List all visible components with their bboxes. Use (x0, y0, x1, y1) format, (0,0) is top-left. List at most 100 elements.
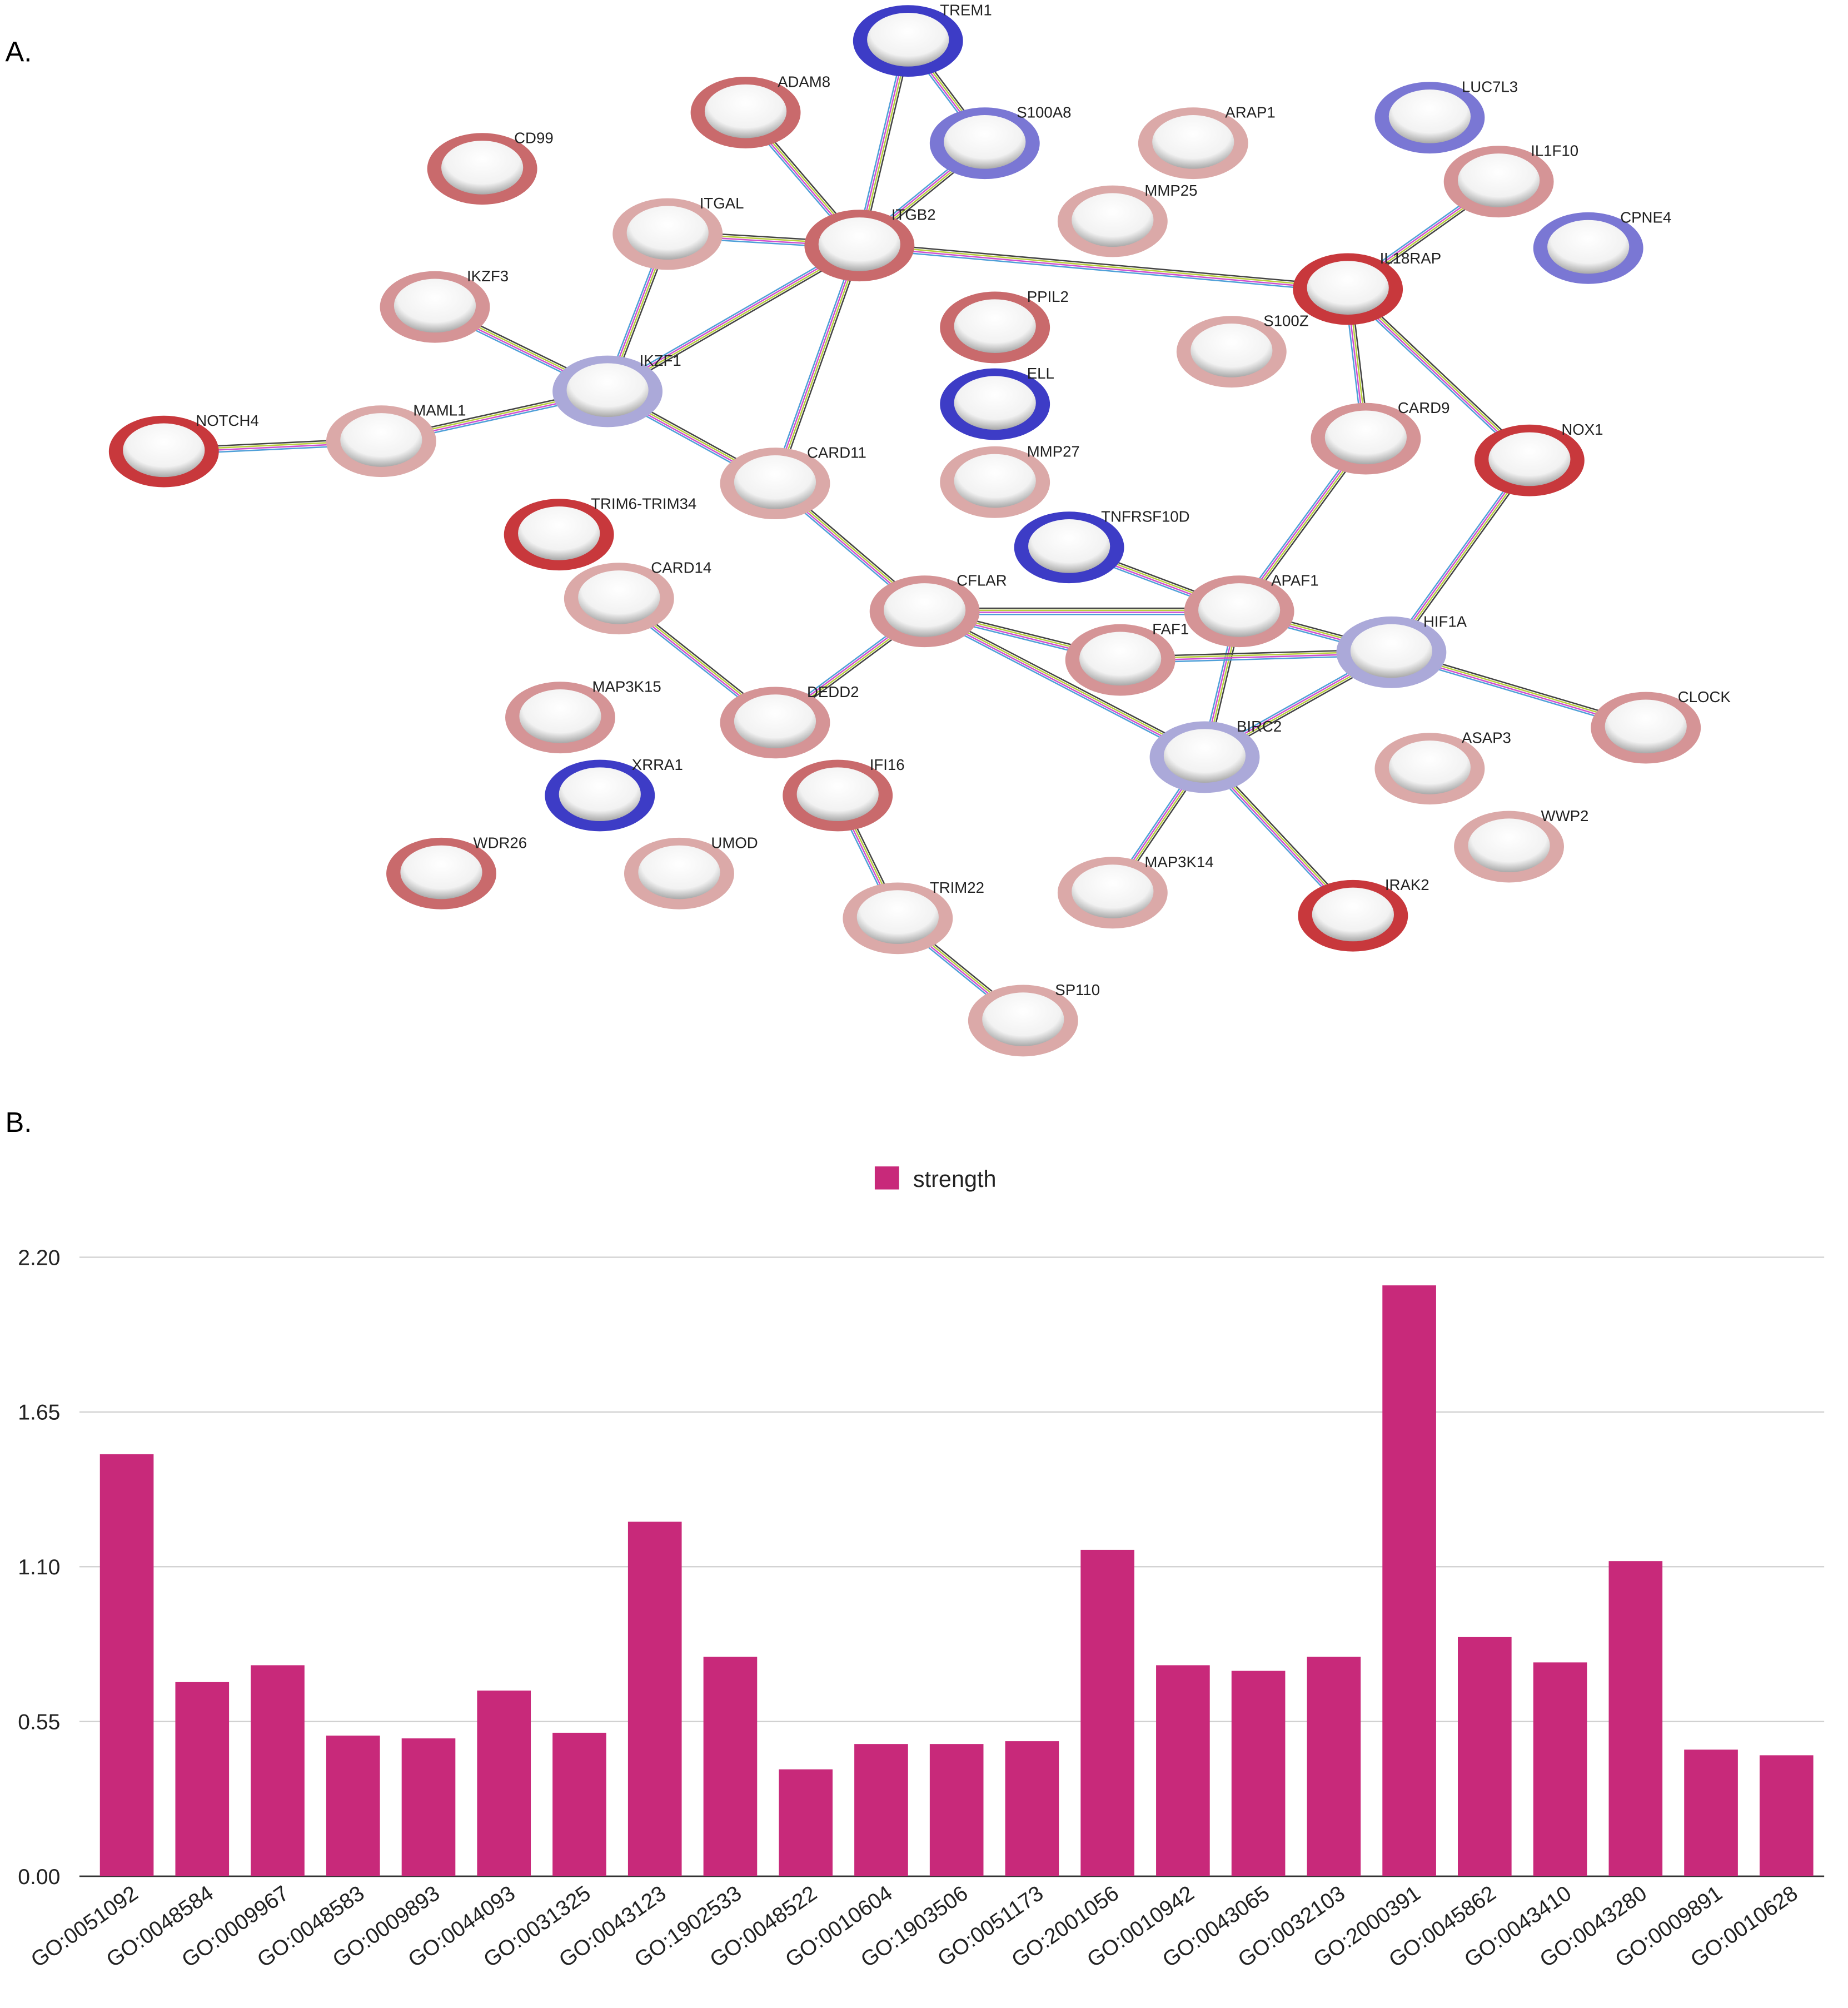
bar (703, 1657, 758, 1877)
node-label: CARD14 (651, 559, 711, 576)
node-label: ITGAL (700, 195, 744, 212)
node-ball (518, 506, 600, 560)
nodes: TREM1 ADAM8 S100A8 CD99 ARAP1 LUC7L3 IL1F10 ITG… (108, 2, 1731, 1057)
node-ball (704, 84, 787, 138)
node-label: ADAM8 (778, 73, 830, 90)
bar (1231, 1671, 1286, 1877)
node-label: WWP2 (1541, 807, 1589, 824)
node-label: ELL (1027, 365, 1054, 382)
node-ball (1152, 115, 1234, 169)
node-ball (818, 217, 900, 271)
node-label: DEDD2 (807, 683, 859, 700)
bar (326, 1735, 380, 1877)
bar (1156, 1665, 1210, 1877)
bar (1458, 1637, 1512, 1877)
bar (99, 1454, 154, 1877)
node-ball (626, 206, 709, 260)
edge (859, 241, 1348, 287)
node-ball (734, 694, 816, 748)
node-ball (944, 115, 1026, 169)
node-label: CARD9 (1398, 399, 1450, 416)
panel-label: A. (5, 36, 32, 67)
node-ball (1488, 432, 1571, 486)
node-label: HIF1A (1423, 613, 1467, 630)
node-label: CARD11 (807, 444, 866, 461)
node-label: IKZF1 (640, 352, 681, 369)
node-ball (123, 423, 205, 478)
node-ball (1605, 699, 1687, 754)
node-label: TRIM22 (930, 879, 984, 896)
node-ball (856, 890, 939, 944)
node-ball (796, 767, 879, 822)
node-label: XRRA1 (632, 756, 683, 773)
y-tick-label: 0.55 (18, 1710, 60, 1734)
node-label: CPNE4 (1620, 208, 1671, 226)
node-ball (867, 13, 949, 67)
edge (859, 247, 1348, 293)
node-ball (1072, 864, 1154, 918)
node-label: SP110 (1055, 981, 1100, 998)
node-ball (559, 767, 641, 822)
node-ball (1079, 632, 1162, 686)
edge (923, 613, 1204, 761)
node-ball (566, 363, 649, 417)
node-ball (954, 454, 1036, 508)
node-label: ITGB2 (891, 206, 936, 223)
bar (1005, 1741, 1059, 1877)
node-ball (954, 299, 1036, 353)
node-label: TNFRSF10D (1101, 508, 1189, 525)
edge (859, 243, 1348, 289)
node-label: IL18RAP (1380, 250, 1441, 267)
node-ball (1388, 740, 1471, 794)
node-label: MAP3K15 (592, 678, 661, 695)
bar (1608, 1561, 1663, 1877)
edge (925, 608, 1207, 756)
legend-swatch (874, 1166, 899, 1190)
node-ball (1072, 193, 1154, 247)
bar (552, 1732, 606, 1877)
node-ball (1350, 624, 1433, 678)
node-label: CLOCK (1678, 688, 1731, 705)
panel-label: B. (5, 1106, 32, 1138)
node-ball (393, 279, 476, 333)
node-label: LUC7L3 (1462, 78, 1518, 96)
node-label: MAP3K14 (1144, 853, 1213, 871)
edges (163, 38, 1647, 1024)
node-label: IL1F10 (1531, 142, 1578, 160)
node-ball (578, 570, 660, 624)
y-tick-label: 1.65 (18, 1401, 60, 1425)
bar (627, 1522, 682, 1877)
bar (929, 1744, 984, 1877)
bar (779, 1769, 833, 1877)
legend-label: strength (913, 1166, 997, 1192)
bar (1382, 1285, 1436, 1877)
node-ball (1028, 519, 1110, 573)
edge (606, 244, 860, 391)
node-ball (954, 376, 1036, 430)
bar (1684, 1749, 1738, 1877)
node-ball (1547, 220, 1630, 274)
node-label: CD99 (514, 130, 554, 147)
node-label: MMP27 (1027, 443, 1080, 460)
node-ball (1468, 818, 1550, 873)
y-tick-label: 2.20 (18, 1246, 60, 1270)
node-ball (519, 689, 601, 743)
node-label: WDR26 (474, 834, 527, 851)
node-ball (884, 583, 966, 637)
node-label: CFLAR (957, 572, 1007, 589)
node-ball (1458, 153, 1540, 207)
node-label: TRIM6-TRIM34 (591, 495, 696, 513)
node-ball (638, 845, 720, 899)
bar (854, 1744, 908, 1877)
bar (251, 1665, 305, 1877)
node-ball (441, 141, 524, 195)
node-label: PPIL2 (1027, 288, 1069, 305)
bar (477, 1690, 531, 1877)
node-ball (1307, 261, 1389, 315)
bar (1080, 1549, 1134, 1877)
edge (859, 246, 1348, 291)
node-label: MAML1 (413, 402, 466, 419)
edge (607, 246, 860, 393)
node-ball (1191, 324, 1273, 377)
bar (1307, 1657, 1361, 1877)
